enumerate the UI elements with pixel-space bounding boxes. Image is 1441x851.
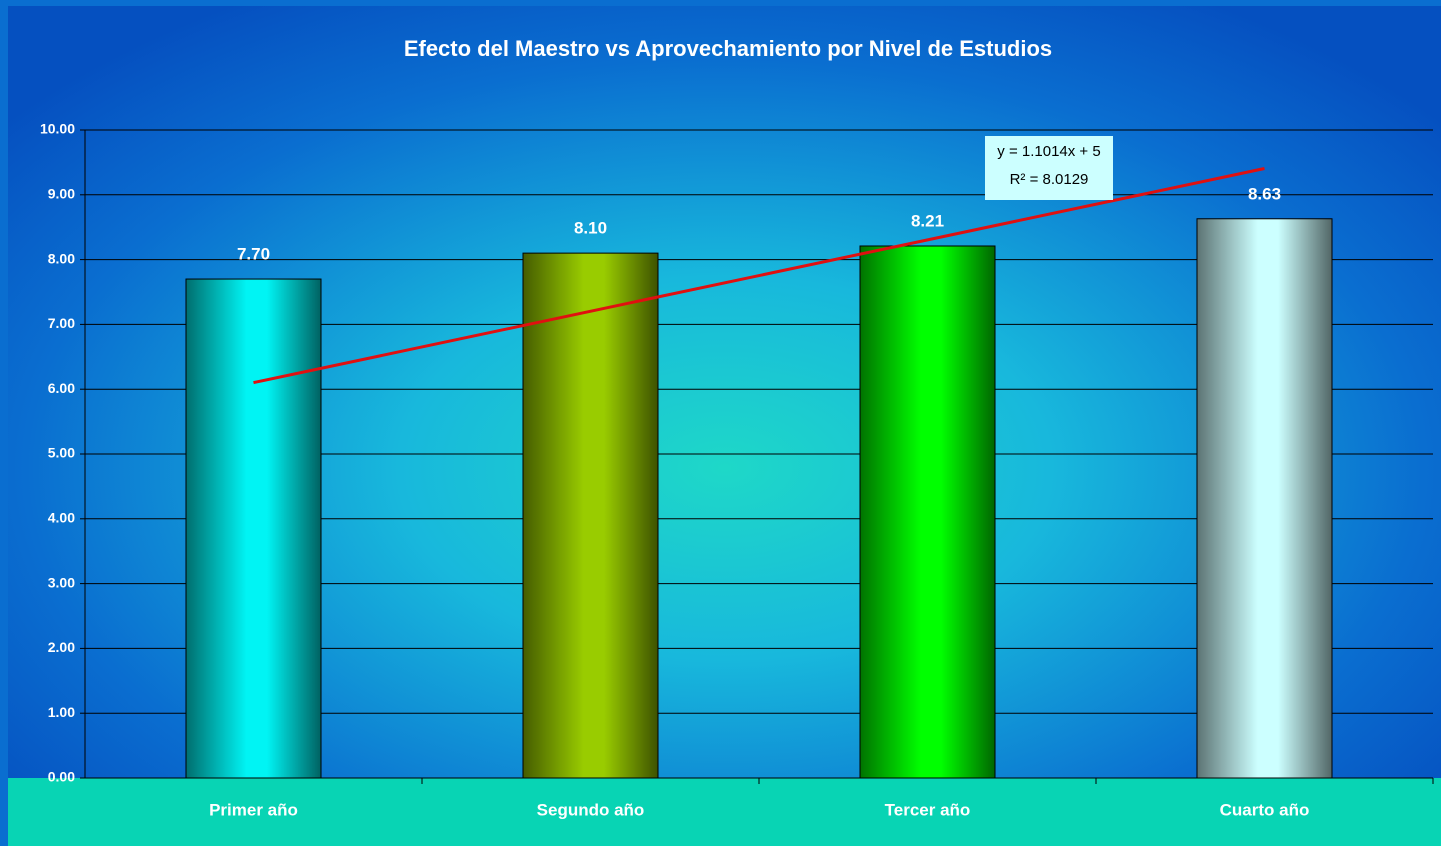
trendline-r2: R² = 8.0129 — [1010, 171, 1089, 188]
y-tick-label: 10.00 — [40, 121, 75, 137]
bar — [185, 278, 322, 779]
value-label: 8.21 — [911, 211, 944, 230]
trendline — [253, 167, 1265, 385]
trendline-equation: y = 1.1014x + 5 — [997, 143, 1100, 160]
y-tick-label: 7.00 — [48, 315, 75, 331]
y-tick-label: 9.00 — [48, 186, 75, 202]
bar — [1196, 218, 1333, 779]
x-tick-label: Cuarto año — [1220, 800, 1310, 819]
y-tick-label: 8.00 — [48, 250, 75, 266]
y-tick-label: 4.00 — [48, 510, 75, 526]
y-tick-label: 0.00 — [48, 769, 75, 785]
value-label: 7.70 — [237, 245, 270, 264]
y-tick-label: 3.00 — [48, 574, 75, 590]
value-label: 8.10 — [574, 219, 607, 238]
y-tick-label: 2.00 — [48, 639, 75, 655]
x-tick-label: Tercer año — [885, 800, 971, 819]
bar — [859, 245, 996, 779]
trendline-label-box — [985, 136, 1113, 200]
x-tick-label: Segundo año — [537, 800, 645, 819]
axis-band — [8, 778, 1441, 846]
y-tick-label: 5.00 — [48, 445, 75, 461]
value-label: 8.63 — [1248, 184, 1281, 203]
x-tick-label: Primer año — [209, 800, 298, 819]
chart-title: Efecto del Maestro vs Aprovechamiento po… — [404, 36, 1052, 61]
y-tick-label: 1.00 — [48, 704, 75, 720]
bar — [522, 252, 659, 779]
y-tick-label: 6.00 — [48, 380, 75, 396]
